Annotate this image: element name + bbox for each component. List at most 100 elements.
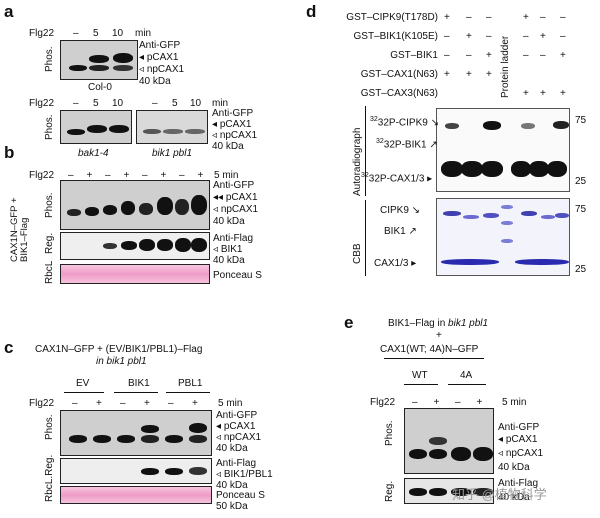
flg22-sign: + xyxy=(197,170,204,181)
panel-c-phos-label: Phos. xyxy=(44,414,55,440)
panel-d-autorad-bracket xyxy=(365,106,366,196)
flg22-sign: – xyxy=(105,170,111,181)
blot-band xyxy=(441,161,463,177)
panel-b-anti-gfp: Anti-GFP xyxy=(213,180,255,191)
blot-band xyxy=(501,239,513,243)
blot-band xyxy=(109,125,129,133)
blot-band xyxy=(85,207,99,216)
panel-e-anti-flag: Anti-Flag xyxy=(498,478,539,489)
panel-d-32p-cax: 3232P-CAX1/3 ▸ xyxy=(361,172,433,185)
blot-band xyxy=(481,161,503,177)
blot-band xyxy=(139,239,155,251)
panel-c-title-2: in bik1 pbl1 xyxy=(96,356,147,367)
panel-c-flg22-label: Flg22 xyxy=(29,398,55,409)
blot-band xyxy=(113,65,133,71)
panel-a-40kda: 40 kDa xyxy=(139,76,171,87)
blot-band xyxy=(515,259,569,265)
panel-e-reg-label: Reg. xyxy=(384,480,395,502)
panel-c-anti-flag: Anti-Flag xyxy=(216,458,257,469)
panel-d-autorad-label: Autoradiograph xyxy=(352,127,363,196)
blot-band xyxy=(121,201,135,215)
blot-band xyxy=(143,129,161,134)
panel-b-flg22-label: Flg22 xyxy=(29,170,55,181)
panel-d-ladder-label: Protein ladder xyxy=(500,35,511,98)
panel-b-40kda: 40 kDa xyxy=(213,216,245,227)
panel-e-npcax1: ◃ npCAX1 xyxy=(498,448,544,459)
panel-e-anti-gfp: Anti-GFP xyxy=(498,422,540,433)
panel-a-npcax1: ◃ npCAX1 xyxy=(139,64,185,75)
flg22-sign: – xyxy=(72,398,78,409)
panel-a-npcax1-2: ◃ npCAX1 xyxy=(212,130,258,141)
panel-b-npcax1: ◃ npCAX1 xyxy=(213,204,259,215)
panel-a-col0: Col-0 xyxy=(88,82,112,93)
blot-band xyxy=(163,129,183,134)
panel-c-group-pbl1: PBL1 xyxy=(178,378,203,389)
blot-band xyxy=(521,123,535,129)
blot-band xyxy=(461,161,483,177)
blot-band xyxy=(89,55,109,63)
panel-a-time-0: – xyxy=(73,28,79,39)
panel-a-anti-gfp: Anti-GFP xyxy=(139,40,181,51)
panel-c-group-rule xyxy=(114,392,158,393)
blot-band xyxy=(451,447,471,461)
flg22-sign: + xyxy=(476,397,483,408)
blot-band xyxy=(189,467,207,475)
panel-b-ponceau-blot xyxy=(60,264,210,284)
condition-sign: – xyxy=(540,12,546,23)
blot-band xyxy=(69,65,87,71)
blot-band xyxy=(139,203,153,215)
panel-c-group-rule xyxy=(166,392,210,393)
flg22-sign: – xyxy=(120,398,126,409)
blot-band xyxy=(141,468,159,475)
blot-band xyxy=(189,423,207,433)
condition-sign: – xyxy=(466,12,472,23)
blot-band xyxy=(141,435,159,443)
blot-band xyxy=(443,211,461,216)
panel-b-ponceau: Ponceau S xyxy=(213,270,262,281)
condition-sign: – xyxy=(560,31,566,42)
blot-band xyxy=(117,435,135,443)
condition-sign: + xyxy=(444,12,450,23)
blot-band xyxy=(191,195,207,215)
panel-a-blot-col0 xyxy=(60,40,138,80)
panel-e-40kda: 40 kDa xyxy=(498,462,530,473)
blot-band xyxy=(67,209,81,216)
blot-band xyxy=(441,259,499,265)
panel-a-bak1-4: bak1-4 xyxy=(78,148,109,159)
condition-label: GST–CAX3(N63) xyxy=(360,88,438,99)
panel-c-group-bik1: BIK1 xyxy=(128,378,150,389)
blot-band xyxy=(191,238,207,252)
blot-band xyxy=(141,425,159,433)
blot-band xyxy=(113,53,133,63)
blot-band xyxy=(69,435,87,443)
blot-band xyxy=(429,488,447,496)
panel-a-pcax1: ◂ pCAX1 xyxy=(139,52,179,63)
panel-a-time2-0: – xyxy=(73,98,79,109)
panel-c-time-unit: 5 min xyxy=(218,398,243,409)
condition-sign: + xyxy=(466,31,472,42)
flg22-sign: + xyxy=(123,170,130,181)
blot-band xyxy=(445,123,459,129)
blot-band xyxy=(541,215,555,219)
condition-sign: + xyxy=(540,88,546,99)
condition-label: GST–BIK1(K105E) xyxy=(353,31,438,42)
blot-band xyxy=(429,437,447,445)
blot-band xyxy=(175,238,191,252)
flg22-sign: – xyxy=(455,397,461,408)
panel-e-title-rule xyxy=(384,358,484,359)
panel-d-marker-75: 75 xyxy=(575,115,587,126)
panel-c-title-1: CAX1N–GFP + (EV/BIK1/PBL1)–Flag xyxy=(35,344,203,355)
panel-c-40kda: 40 kDa xyxy=(216,443,248,454)
condition-sign: – xyxy=(466,50,472,61)
panel-c-phos-blot xyxy=(60,410,212,456)
panel-a-time2-1: 5 xyxy=(93,98,99,109)
panel-d-marker-25: 25 xyxy=(575,176,587,187)
panel-c-group-rule xyxy=(64,392,104,393)
panel-a-letter: a xyxy=(4,2,14,21)
blot-band xyxy=(93,435,111,443)
blot-band xyxy=(473,488,493,496)
condition-sign: – xyxy=(523,50,529,61)
condition-sign: + xyxy=(560,88,566,99)
panel-d-32p-cipk9: 3232P-CIPK9 ↘ xyxy=(370,116,439,129)
panel-c-letter: c xyxy=(4,338,14,357)
